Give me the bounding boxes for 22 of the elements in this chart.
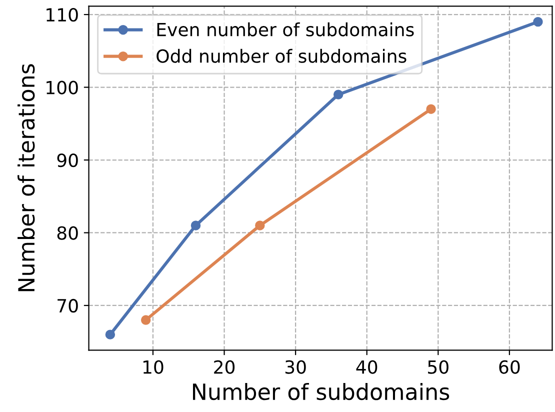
point xyxy=(426,104,436,114)
x-tick-label: 30 xyxy=(285,360,306,374)
x-tick-label: 10 xyxy=(143,360,164,374)
y-tick-label: 90 xyxy=(57,153,78,168)
point xyxy=(190,220,201,230)
x-tick-label: 40 xyxy=(356,360,378,374)
y-axis-title: Number of iterations xyxy=(18,64,35,292)
point xyxy=(333,90,344,100)
x-axis-title: Number of subdomains xyxy=(193,382,450,400)
point xyxy=(533,16,543,27)
point xyxy=(255,220,265,230)
y-tick-label: 110 xyxy=(46,8,78,22)
x-tick-label: 20 xyxy=(214,360,235,374)
point xyxy=(140,315,151,325)
point xyxy=(105,330,116,340)
y-tick-label: 70 xyxy=(58,298,78,313)
x-tick-label: 50 xyxy=(428,360,448,374)
legend-label: Even number of subdomains xyxy=(157,22,414,36)
legend-label: Odd number of subdomains xyxy=(156,48,406,63)
y-tick-label: 80 xyxy=(57,226,78,240)
x-tick-label: 60 xyxy=(499,360,520,374)
y-tick-label: 100 xyxy=(46,80,78,94)
